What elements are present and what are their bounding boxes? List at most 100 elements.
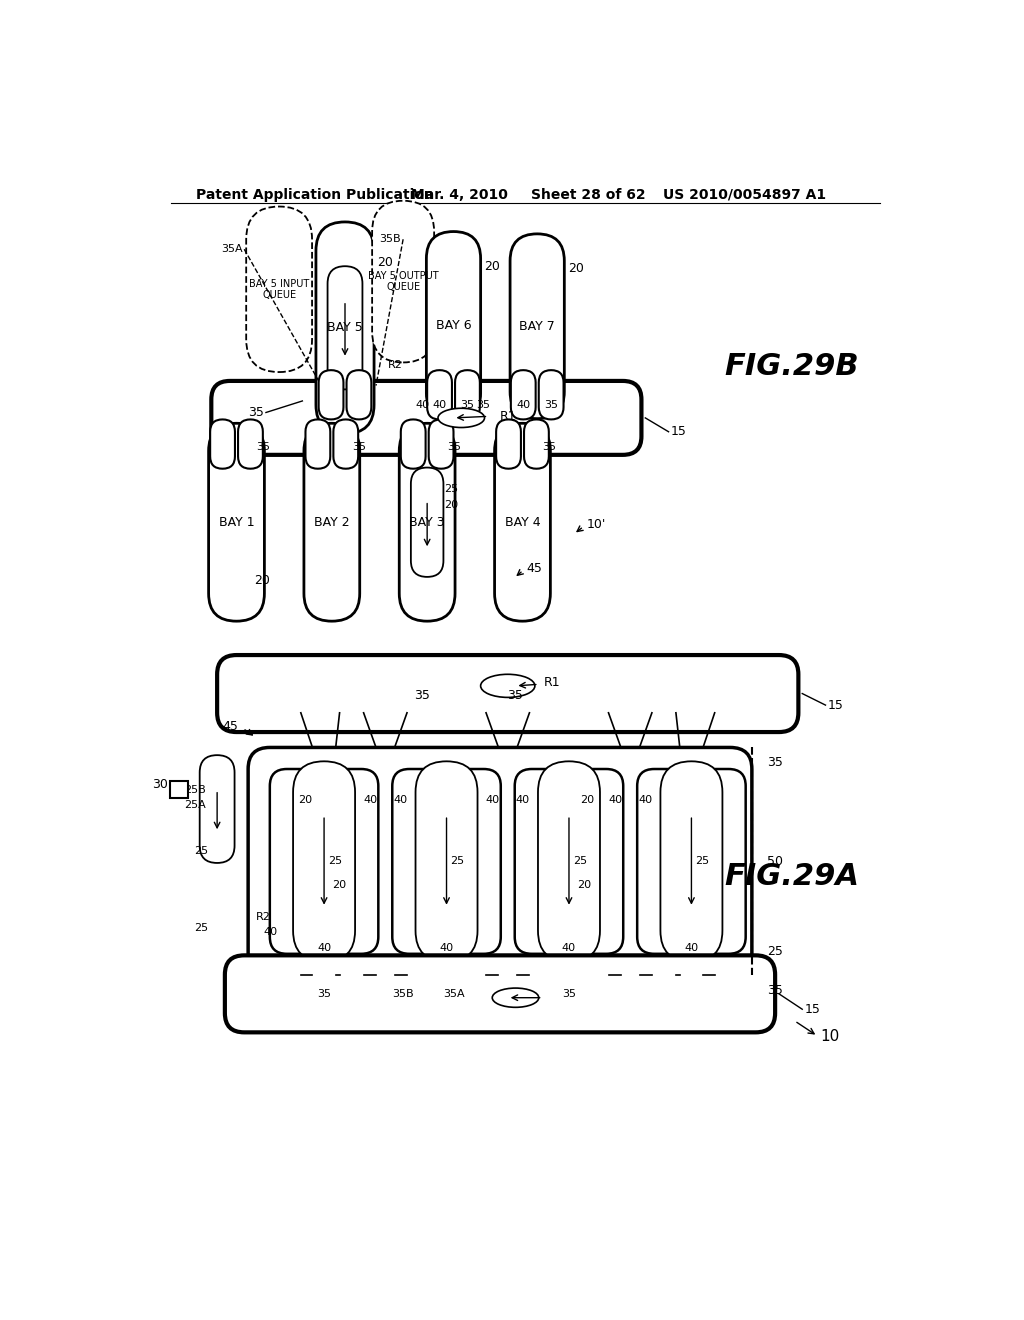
Text: 10': 10' [587,517,606,531]
Text: 35A: 35A [442,989,464,999]
Text: 50: 50 [767,854,783,867]
FancyBboxPatch shape [455,370,480,420]
Text: 40: 40 [416,400,429,409]
Text: 40: 40 [317,942,331,953]
FancyBboxPatch shape [246,206,312,372]
Text: 25A: 25A [183,800,206,810]
FancyBboxPatch shape [318,370,343,420]
Text: 25B: 25B [183,785,206,795]
FancyBboxPatch shape [538,762,600,961]
FancyBboxPatch shape [510,234,564,418]
Text: 35: 35 [257,442,270,453]
Text: 35: 35 [544,400,558,409]
Text: BAY 5 INPUT
QUEUE: BAY 5 INPUT QUEUE [249,279,309,300]
Text: 25: 25 [195,924,209,933]
Text: Mar. 4, 2010: Mar. 4, 2010 [411,187,508,202]
Text: 35: 35 [767,756,783,770]
FancyBboxPatch shape [392,770,501,954]
Text: 25: 25 [572,857,587,866]
Text: 35: 35 [415,689,430,702]
Text: 35: 35 [543,442,557,453]
FancyBboxPatch shape [225,956,775,1032]
Text: R1: R1 [544,676,561,689]
Text: 35: 35 [509,989,522,999]
Text: 40: 40 [562,942,577,953]
Text: 40: 40 [515,795,529,805]
Text: 35: 35 [508,689,523,702]
FancyBboxPatch shape [511,370,536,420]
FancyBboxPatch shape [200,755,234,863]
FancyBboxPatch shape [427,370,452,420]
FancyBboxPatch shape [660,762,722,961]
FancyBboxPatch shape [411,467,443,577]
Text: 35: 35 [352,442,366,453]
Text: R2: R2 [256,912,270,921]
Text: Patent Application Publication: Patent Application Publication [197,187,434,202]
FancyBboxPatch shape [426,231,480,420]
Text: 20: 20 [254,574,270,587]
Text: 40: 40 [608,795,623,805]
Text: 25: 25 [695,857,710,866]
Text: 35: 35 [317,989,331,999]
Text: 15: 15 [805,1003,820,1016]
FancyBboxPatch shape [372,201,434,363]
Text: 15: 15 [827,698,844,711]
FancyBboxPatch shape [316,222,374,434]
Text: 35: 35 [476,400,489,409]
Text: BAY 5 OUTPUT
QUEUE: BAY 5 OUTPUT QUEUE [368,271,438,293]
Text: 40: 40 [393,795,408,805]
Text: 30: 30 [153,777,168,791]
Text: 35: 35 [461,400,474,409]
Text: 25: 25 [444,484,459,495]
FancyBboxPatch shape [270,770,378,954]
Text: 40: 40 [684,942,698,953]
Text: BAY 6: BAY 6 [435,319,471,333]
Text: FIG.29B: FIG.29B [725,352,859,380]
Ellipse shape [438,408,484,428]
Text: 35B: 35B [379,234,400,244]
FancyBboxPatch shape [346,370,372,420]
Text: 35: 35 [767,983,783,997]
Text: 10: 10 [820,1028,840,1044]
FancyBboxPatch shape [399,424,455,622]
Text: 40: 40 [439,942,454,953]
Text: 20: 20 [484,260,501,273]
Ellipse shape [480,675,535,697]
Text: Sheet 28 of 62: Sheet 28 of 62 [531,187,645,202]
Text: 35A: 35A [221,244,243,255]
Text: 20: 20 [298,795,312,805]
FancyBboxPatch shape [539,370,563,420]
Text: 45: 45 [526,562,543,576]
Text: 15: 15 [671,425,687,438]
Text: R2: R2 [388,360,402,370]
Text: 40: 40 [432,400,446,409]
Text: 35: 35 [447,442,461,453]
FancyBboxPatch shape [305,420,331,469]
Text: 25: 25 [195,846,209,857]
Text: 35: 35 [248,407,263,418]
FancyBboxPatch shape [429,420,454,469]
FancyBboxPatch shape [495,424,550,622]
Text: US 2010/0054897 A1: US 2010/0054897 A1 [663,187,826,202]
FancyBboxPatch shape [524,420,549,469]
FancyBboxPatch shape [496,420,521,469]
Text: BAY 2: BAY 2 [314,516,349,529]
Text: 25: 25 [328,857,342,866]
Text: 40: 40 [485,795,500,805]
Text: 20: 20 [332,879,346,890]
FancyBboxPatch shape [217,655,799,733]
Text: 25: 25 [451,857,465,866]
Text: 40: 40 [516,400,530,409]
FancyBboxPatch shape [328,267,362,389]
Text: 40: 40 [638,795,652,805]
FancyBboxPatch shape [400,420,426,469]
Ellipse shape [493,989,539,1007]
FancyBboxPatch shape [211,381,641,455]
FancyBboxPatch shape [293,762,355,961]
Text: 40: 40 [364,795,378,805]
FancyBboxPatch shape [334,420,358,469]
FancyBboxPatch shape [304,424,359,622]
FancyBboxPatch shape [248,747,752,974]
Text: BAY 1: BAY 1 [219,516,254,529]
FancyBboxPatch shape [209,424,264,622]
